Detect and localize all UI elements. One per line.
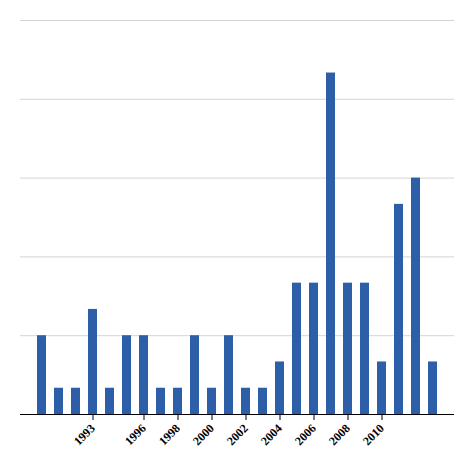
svg-text:2008: 2008 [326, 421, 353, 448]
svg-text:2010: 2010 [360, 421, 387, 448]
svg-text:2006: 2006 [292, 421, 319, 448]
svg-text:1998: 1998 [156, 421, 183, 448]
svg-text:2004: 2004 [258, 421, 285, 448]
svg-text:2002: 2002 [224, 421, 251, 448]
svg-text:1993: 1993 [71, 421, 98, 448]
svg-text:2000: 2000 [190, 421, 217, 448]
svg-text:1996: 1996 [122, 421, 149, 448]
